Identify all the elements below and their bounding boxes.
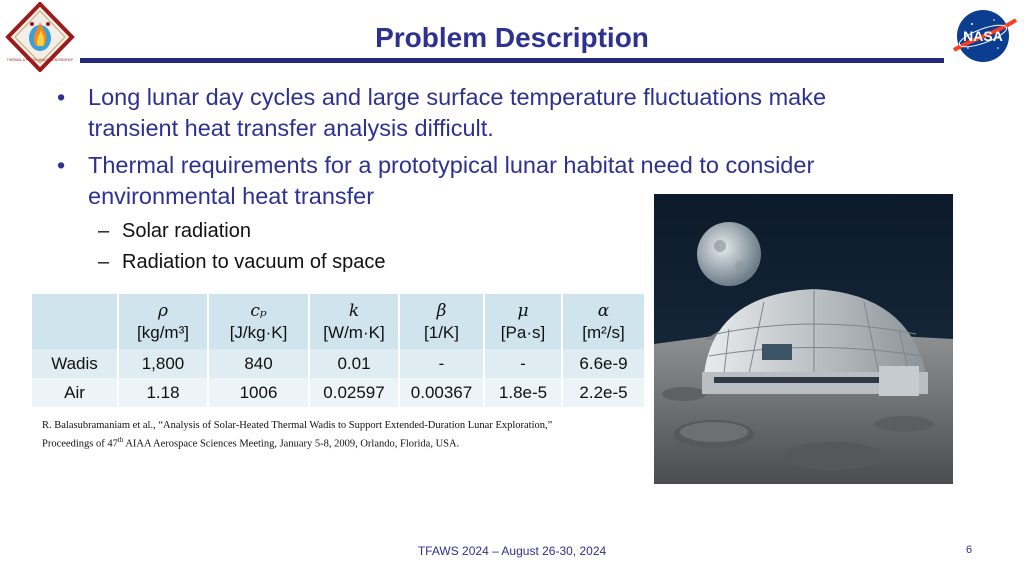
sub-bullet-item: Radiation to vacuum of space [88, 247, 915, 278]
symbol: α [597, 300, 610, 321]
unit: [W/m·K] [323, 322, 385, 342]
reference-citation: R. Balasubramaniam et al., “Analysis of … [42, 419, 642, 452]
material-properties-table: ρ [kg/m³] cₚ [J/kg·K] k [W/m·K] β [1/K] μ [Pa… [30, 294, 646, 407]
logo-caption: THERMAL & FLUIDS ANALYSIS WORKSHOP [7, 58, 73, 62]
nasa-wordmark: NASA [963, 28, 1003, 44]
table-header-cell: β [1/K] [400, 294, 483, 349]
table-cell: - [485, 349, 561, 378]
unit: [kg/m³] [137, 322, 189, 342]
bullet-item: Long lunar day cycles and large surface … [55, 82, 915, 144]
table-cell: Wadis [32, 349, 117, 378]
table-cell: 6.6e-9 [563, 349, 644, 378]
sub-bullet-item: Solar radiation [88, 216, 915, 247]
table-header-cell [32, 294, 117, 349]
title-divider [80, 58, 944, 63]
table-cell: 1,800 [119, 349, 207, 378]
table-cell: 0.00367 [400, 378, 483, 407]
tfaws-logo: THERMAL & FLUIDS ANALYSIS WORKSHOP [5, 2, 75, 72]
table-cell: Air [32, 378, 117, 407]
table-cell: 1006 [209, 378, 308, 407]
reference-line: Proceedings of 47th AIAA Aerospace Scien… [42, 436, 460, 450]
table-header-cell: α [m²/s] [563, 294, 644, 349]
table-row: Wadis 1,800 840 0.01 - - 6.6e-9 [32, 349, 644, 378]
unit: [1/K] [424, 322, 459, 342]
table-cell: 1.8e-5 [485, 378, 561, 407]
nasa-logo: NASA [952, 10, 1018, 62]
unit: [J/kg·K] [229, 322, 288, 342]
page-title: Problem Description [375, 22, 649, 53]
table-cell: 840 [209, 349, 308, 378]
symbol: cₚ [250, 300, 267, 321]
lunar-habitat-image [654, 194, 953, 484]
table-cell: 1.18 [119, 378, 207, 407]
table-header-cell: cₚ [J/kg·K] [209, 294, 308, 349]
table-cell: 0.01 [310, 349, 398, 378]
table-cell: 0.02597 [310, 378, 398, 407]
table-cell: 2.2e-5 [563, 378, 644, 407]
table-header-cell: k [W/m·K] [310, 294, 398, 349]
symbol: μ [517, 300, 529, 321]
table-row: Air 1.18 1006 0.02597 0.00367 1.8e-5 2.2… [32, 378, 644, 407]
symbol: k [348, 300, 360, 321]
bullet-list: Long lunar day cycles and large surface … [55, 82, 915, 284]
sub-bullet-list: Solar radiation Radiation to vacuum of s… [88, 216, 915, 278]
table-cell: - [400, 349, 483, 378]
reference-line: R. Balasubramaniam et al., “Analysis of … [42, 420, 553, 431]
table-header-cell: μ [Pa·s] [485, 294, 561, 349]
footer-text: TFAWS 2024 – August 26-30, 2024 [417, 544, 607, 558]
bullet-text: Thermal requirements for a prototypical … [88, 152, 815, 209]
unit: [m²/s] [582, 322, 625, 342]
symbol: ρ [158, 300, 168, 321]
bullet-item: Thermal requirements for a prototypical … [55, 150, 915, 278]
page-number: 6 [966, 544, 973, 556]
unit: [Pa·s] [500, 322, 546, 342]
symbol: β [436, 300, 447, 321]
table-header-row: ρ [kg/m³] cₚ [J/kg·K] k [W/m·K] β [1/K] μ [Pa… [32, 294, 644, 349]
bullet-text: Long lunar day cycles and large surface … [88, 84, 827, 141]
table-header-cell: ρ [kg/m³] [119, 294, 207, 349]
